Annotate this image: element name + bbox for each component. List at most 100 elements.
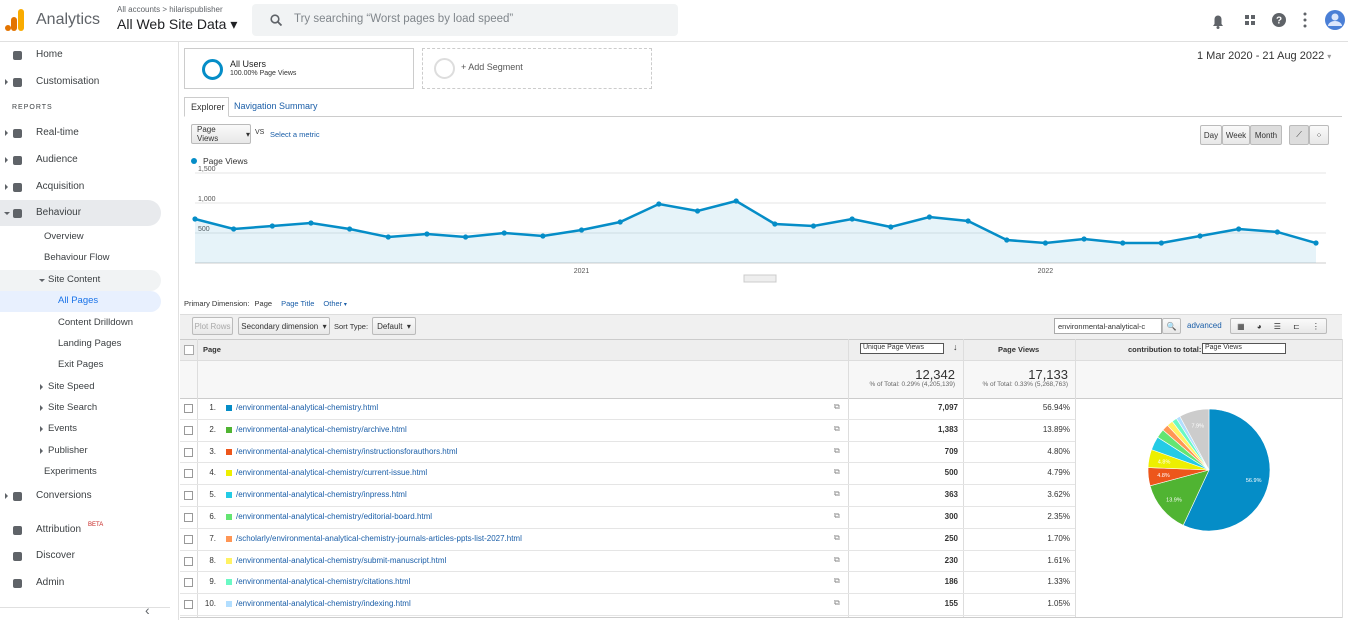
checkbox[interactable] bbox=[184, 513, 193, 522]
interval-button[interactable]: Month bbox=[1250, 125, 1282, 145]
nav-item[interactable]: Site Speed bbox=[48, 381, 95, 392]
tab[interactable]: Navigation Summary bbox=[234, 101, 318, 111]
nav-item[interactable]: Behaviour Flow bbox=[44, 252, 110, 263]
open-icon[interactable]: ⧉ bbox=[834, 423, 840, 433]
checkbox[interactable] bbox=[184, 600, 193, 610]
add-segment[interactable]: + Add Segment bbox=[461, 62, 523, 72]
nav-item[interactable]: Admin bbox=[36, 577, 65, 588]
column-header[interactable]: Page Views bbox=[998, 345, 1040, 354]
page-link[interactable]: /environmental-analytical-chemistry/subm… bbox=[236, 555, 447, 565]
nav-item[interactable]: Site Search bbox=[48, 402, 98, 413]
account-path[interactable]: All accounts bbox=[117, 5, 161, 14]
nav-item[interactable]: All Pages bbox=[58, 295, 99, 306]
nav-item[interactable]: Content Drilldown bbox=[58, 317, 133, 328]
nav-item[interactable]: Acquisition bbox=[36, 181, 85, 192]
tab[interactable]: Explorer bbox=[184, 97, 229, 117]
dimension-option[interactable]: Other bbox=[323, 299, 343, 308]
secondary-dimension[interactable]: Secondary dimension ▾ bbox=[238, 317, 330, 335]
account[interactable]: hilarispublisher bbox=[169, 5, 223, 14]
nav-item[interactable]: Publisher bbox=[48, 445, 88, 456]
checkbox[interactable] bbox=[184, 491, 193, 501]
nav-item[interactable]: Site Content bbox=[48, 274, 101, 285]
column-header[interactable]: Page bbox=[203, 345, 221, 354]
property-selector[interactable]: All Web Site Data ▾ bbox=[117, 16, 238, 32]
page-link[interactable]: /environmental-analytical-chemistry.html bbox=[236, 403, 379, 412]
nav-item[interactable]: Home bbox=[36, 49, 63, 60]
select-metric[interactable]: Select a metric bbox=[270, 130, 320, 139]
column-select[interactable]: Page Views bbox=[1202, 343, 1286, 354]
open-icon[interactable]: ⧉ bbox=[834, 576, 840, 586]
open-icon[interactable]: ⧉ bbox=[834, 445, 840, 455]
open-icon[interactable]: ⧉ bbox=[834, 532, 840, 542]
segment-add[interactable]: + Add Segment bbox=[422, 48, 652, 89]
checkbox[interactable] bbox=[184, 447, 193, 457]
table-search[interactable]: environmental-analytical-c bbox=[1054, 318, 1162, 334]
nav-item[interactable]: Real-time bbox=[36, 127, 79, 138]
search-button[interactable]: 🔍 bbox=[1162, 318, 1181, 334]
dimension-option[interactable]: Page bbox=[254, 299, 273, 308]
property[interactable]: All Web Site Data bbox=[117, 16, 227, 32]
segment-active[interactable]: All Users 100.00% Page Views bbox=[184, 48, 414, 89]
interval-button[interactable]: Week bbox=[1222, 125, 1250, 145]
row-border bbox=[180, 440, 1075, 442]
interval-button[interactable]: Day bbox=[1200, 125, 1222, 145]
date-range-text[interactable]: 1 Mar 2020 - 21 Aug 2022 bbox=[1197, 50, 1325, 62]
nav-item[interactable]: Customisation bbox=[36, 76, 100, 87]
advanced[interactable]: advanced bbox=[1187, 321, 1222, 330]
nav-item[interactable]: Landing Pages bbox=[58, 338, 122, 349]
nav-item[interactable]: Attribution bbox=[36, 524, 82, 535]
nav-item[interactable]: Audience bbox=[36, 154, 78, 165]
breadcrumb[interactable]: All accounts > hilarispublisher bbox=[117, 5, 223, 14]
checkbox[interactable] bbox=[184, 404, 193, 413]
open-icon[interactable]: ⧉ bbox=[834, 554, 840, 564]
search-placeholder[interactable]: Try searching “Worst pages by load speed… bbox=[294, 13, 514, 25]
row-color bbox=[226, 601, 232, 608]
open-icon[interactable]: ⧉ bbox=[834, 511, 840, 520]
motion-chart-button[interactable]: ⁘ bbox=[1309, 125, 1329, 145]
checkbox[interactable] bbox=[184, 425, 193, 435]
checkbox[interactable] bbox=[184, 534, 193, 544]
page-link[interactable]: /environmental-analytical-chemistry/arch… bbox=[236, 424, 407, 434]
checkbox[interactable] bbox=[184, 345, 194, 355]
view-buttons[interactable]: ▦ ◕ ☰ ⊏ ⋮ bbox=[1230, 318, 1327, 334]
page-link[interactable]: /scholarly/environmental-analytical-chem… bbox=[236, 533, 522, 543]
page-link[interactable]: /environmental-analytical-chemistry/inst… bbox=[236, 446, 458, 456]
nav-item[interactable]: Experiments bbox=[44, 466, 97, 477]
open-icon[interactable]: ⧉ bbox=[834, 598, 840, 608]
column-select[interactable]: Unique Page Views bbox=[860, 343, 944, 354]
checkbox[interactable] bbox=[184, 578, 193, 588]
page-link[interactable]: /environmental-analytical-chemistry/inde… bbox=[236, 599, 411, 609]
collapse-button[interactable]: ‹ bbox=[145, 602, 150, 618]
open-icon[interactable]: ⧉ bbox=[834, 467, 840, 477]
open-icon[interactable]: ⧉ bbox=[834, 489, 840, 499]
nav-item[interactable]: Exit Pages bbox=[58, 359, 104, 370]
nav-item[interactable]: Events bbox=[48, 423, 78, 434]
nav-item[interactable]: Overview bbox=[44, 231, 84, 242]
date-range[interactable]: 1 Mar 2020 - 21 Aug 2022 ▾ bbox=[1197, 50, 1332, 62]
line-chart-button[interactable]: ⟋ bbox=[1289, 125, 1309, 145]
secondary-dimension-text[interactable]: Secondary dimension bbox=[241, 321, 319, 331]
segment-sub: 100.00% Page Views bbox=[230, 70, 297, 77]
nav-item[interactable]: Conversions bbox=[36, 490, 92, 501]
metric[interactable]: Page Views bbox=[197, 125, 219, 143]
nav-item[interactable]: Behaviour bbox=[36, 207, 82, 218]
metric-select[interactable]: Page Views ▾ bbox=[191, 124, 251, 144]
chart-handle bbox=[743, 274, 777, 283]
unique-views: 7,097 bbox=[937, 403, 958, 412]
search-bar[interactable]: Try searching “Worst pages by load speed… bbox=[252, 4, 678, 36]
sort-value[interactable]: Default bbox=[377, 321, 403, 331]
page-link[interactable]: /environmental-analytical-chemistry/curr… bbox=[236, 468, 428, 478]
nav-item[interactable]: Discover bbox=[36, 550, 75, 561]
checkbox[interactable] bbox=[184, 556, 193, 566]
plot-rows[interactable]: Plot Rows bbox=[192, 317, 233, 335]
page-link[interactable]: /environmental-analytical-chemistry/edit… bbox=[236, 512, 433, 521]
page-link[interactable]: /environmental-analytical-chemistry/cita… bbox=[236, 577, 411, 587]
open-icon[interactable]: ⧉ bbox=[834, 402, 840, 411]
dimension-option[interactable]: Page Title bbox=[281, 299, 315, 308]
point bbox=[810, 223, 817, 229]
page-link[interactable]: /environmental-analytical-chemistry/inpr… bbox=[236, 490, 407, 500]
checkbox[interactable] bbox=[184, 469, 193, 479]
segment-name[interactable]: All Users bbox=[230, 59, 267, 69]
sort-select[interactable]: Default ▾ bbox=[372, 317, 416, 335]
row-border bbox=[180, 462, 1075, 464]
